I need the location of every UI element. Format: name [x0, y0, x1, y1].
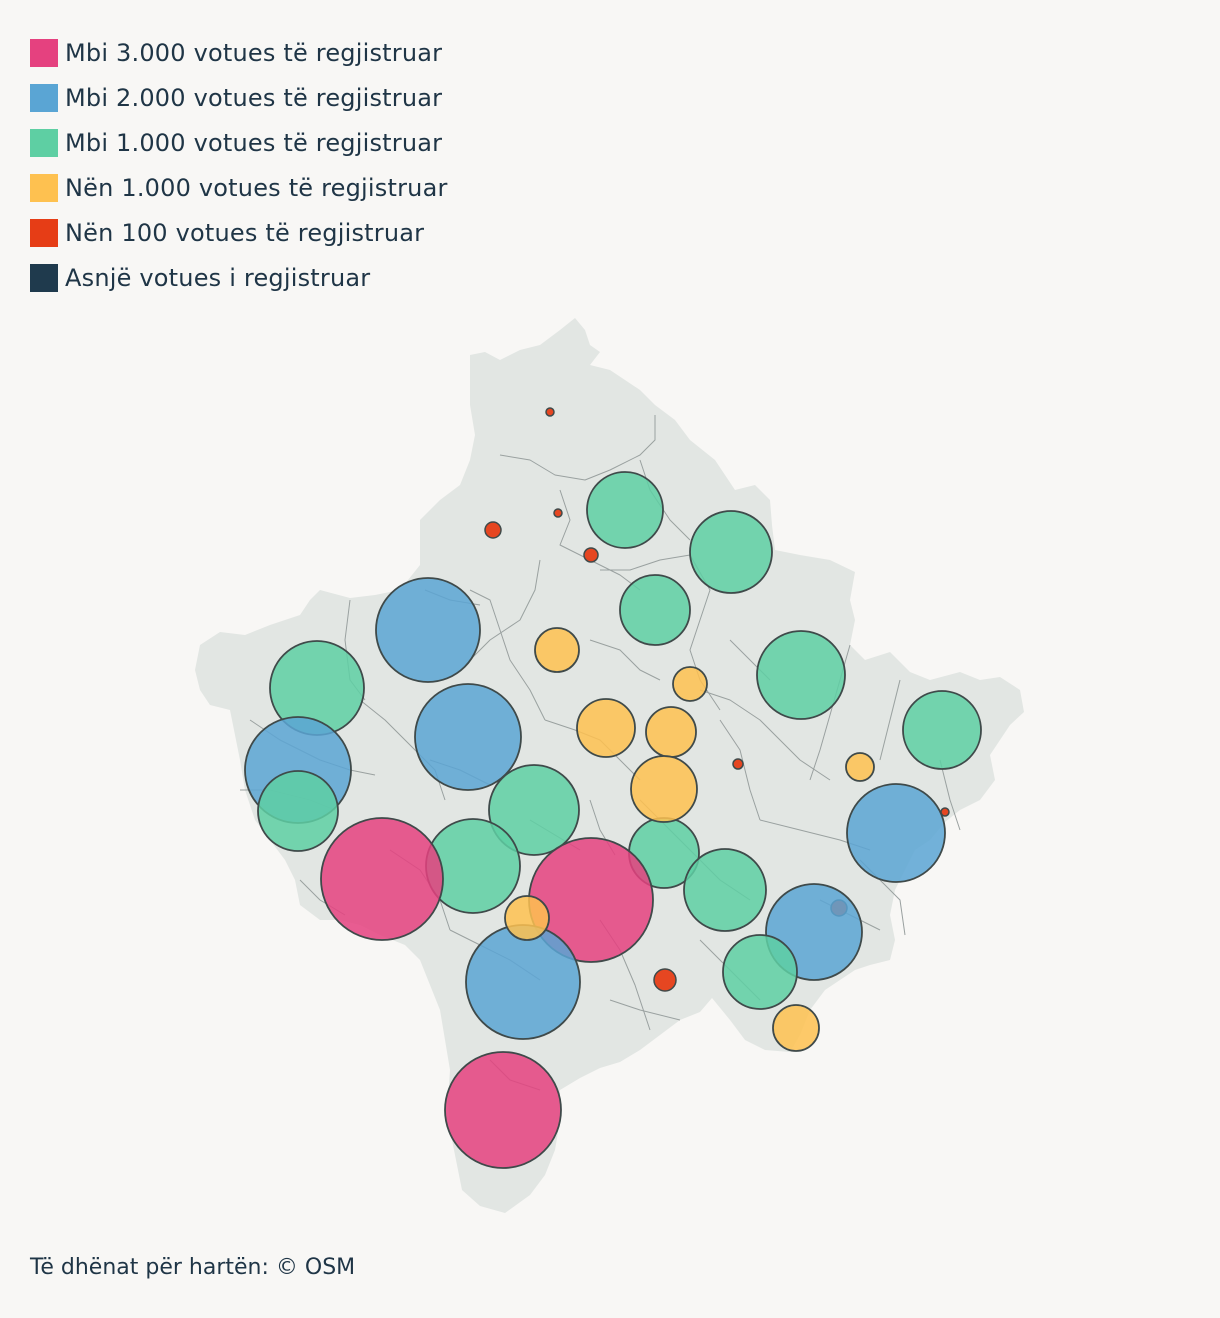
marker-over-1000 [619, 574, 691, 646]
marker-over-2000 [375, 577, 481, 683]
marker-under-1000 [772, 1004, 820, 1052]
marker-over-1000 [586, 471, 664, 549]
marker-over-2000 [465, 924, 581, 1040]
marker-under-1000 [576, 698, 636, 758]
marker-over-1000 [488, 764, 580, 856]
legend-swatch-pink [30, 38, 58, 67]
map-data-source: Të dhënat për hartën: © OSM [30, 1255, 356, 1280]
legend-label: Nën 1.000 votues të regjistruar [65, 173, 448, 202]
marker-under-1000 [645, 706, 697, 758]
legend-label: Nën 100 votues të regjistruar [65, 218, 425, 247]
marker-under-100 [545, 407, 555, 417]
legend-item-under-100: Nën 100 votues të regjistruar [30, 210, 448, 255]
marker-under-1000 [845, 752, 875, 782]
legend-item-under-1000: Nën 1.000 votues të regjistruar [30, 165, 448, 210]
marker-under-100 [732, 758, 744, 770]
marker-over-2000 [414, 683, 522, 791]
marker-over-2000 [846, 783, 946, 883]
legend-swatch-red [30, 218, 58, 247]
marker-over-1000 [683, 848, 767, 932]
legend-swatch-navy [30, 263, 58, 292]
marker-under-100 [653, 968, 677, 992]
map-land [195, 318, 1024, 1213]
legend-swatch-blue [30, 83, 58, 112]
marker-under-100 [583, 547, 599, 563]
marker-layer [244, 407, 982, 1169]
marker-over-3000 [444, 1051, 562, 1169]
legend-swatch-green [30, 128, 58, 157]
map-legend: Mbi 3.000 votues të regjistruar Mbi 2.00… [30, 30, 448, 300]
legend-item-over-3000: Mbi 3.000 votues të regjistruar [30, 30, 448, 75]
legend-item-over-2000: Mbi 2.000 votues të regjistruar [30, 75, 448, 120]
marker-under-100 [484, 521, 502, 539]
marker-over-1000 [722, 934, 798, 1010]
marker-under-100 [553, 508, 563, 518]
legend-label: Asnjë votues i regjistruar [65, 263, 371, 292]
legend-item-over-1000: Mbi 1.000 votues të regjistruar [30, 120, 448, 165]
legend-label: Mbi 3.000 votues të regjistruar [65, 38, 443, 67]
legend-swatch-yellow [30, 173, 58, 202]
legend-item-none: Asnjë votues i regjistruar [30, 255, 448, 300]
marker-over-1000 [257, 770, 339, 852]
legend-label: Mbi 2.000 votues të regjistruar [65, 83, 443, 112]
marker-under-1000 [672, 666, 708, 702]
marker-over-1000 [756, 630, 846, 720]
legend-label: Mbi 1.000 votues të regjistruar [65, 128, 443, 157]
marker-over-3000 [320, 817, 444, 941]
marker-under-1000 [534, 627, 580, 673]
marker-over-1000 [689, 510, 773, 594]
marker-over-1000 [902, 690, 982, 770]
marker-under-1000 [504, 895, 550, 941]
marker-under-1000 [630, 755, 698, 823]
